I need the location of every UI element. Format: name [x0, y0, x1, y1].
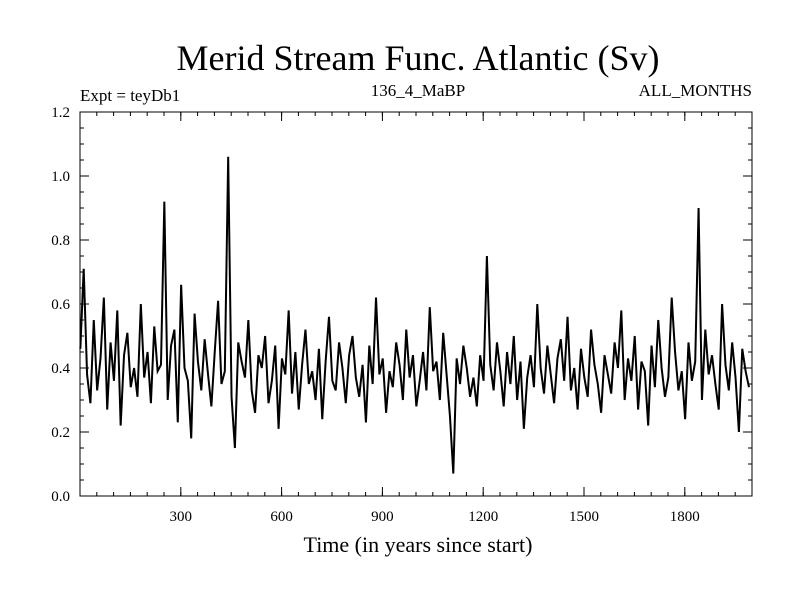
- y-tick-label: 0.8: [51, 233, 70, 249]
- chart-title: Merid Stream Func. Atlantic (Sv): [177, 38, 660, 78]
- y-tick-label: 0.4: [51, 361, 70, 377]
- x-tick-label: 300: [170, 509, 193, 525]
- period-label: 136_4_MaBP: [371, 81, 465, 100]
- y-tick-label: 1.0: [51, 169, 70, 185]
- y-tick-label: 1.2: [51, 105, 70, 121]
- x-tick-label: 1200: [468, 509, 498, 525]
- y-tick-label: 0.2: [51, 425, 70, 441]
- x-tick-label: 600: [270, 509, 293, 525]
- plot-frame: [79, 111, 753, 497]
- y-tick-labels: 0.0 0.2 0.4 0.6 0.8 1.0 1.2: [51, 105, 70, 505]
- x-axis-label: Time (in years since start): [304, 532, 533, 557]
- y-tick-label: 0.0: [51, 489, 70, 505]
- x-tick-label: 1800: [670, 509, 700, 525]
- x-tick-label: 900: [371, 509, 394, 525]
- months-label: ALL_MONTHS: [639, 81, 752, 100]
- data-series-line: [79, 156, 750, 474]
- experiment-label: Expt = teyDb1: [80, 86, 180, 105]
- x-tick-labels: 300 600 900 1200 1500 1800: [170, 509, 700, 525]
- plot-area: 300 600 900 1200 1500 1800 0.0 0.2 0.4 0.6 0.8 1.0…: [51, 105, 753, 525]
- y-tick-label: 0.6: [51, 297, 70, 313]
- x-tick-label: 1500: [569, 509, 599, 525]
